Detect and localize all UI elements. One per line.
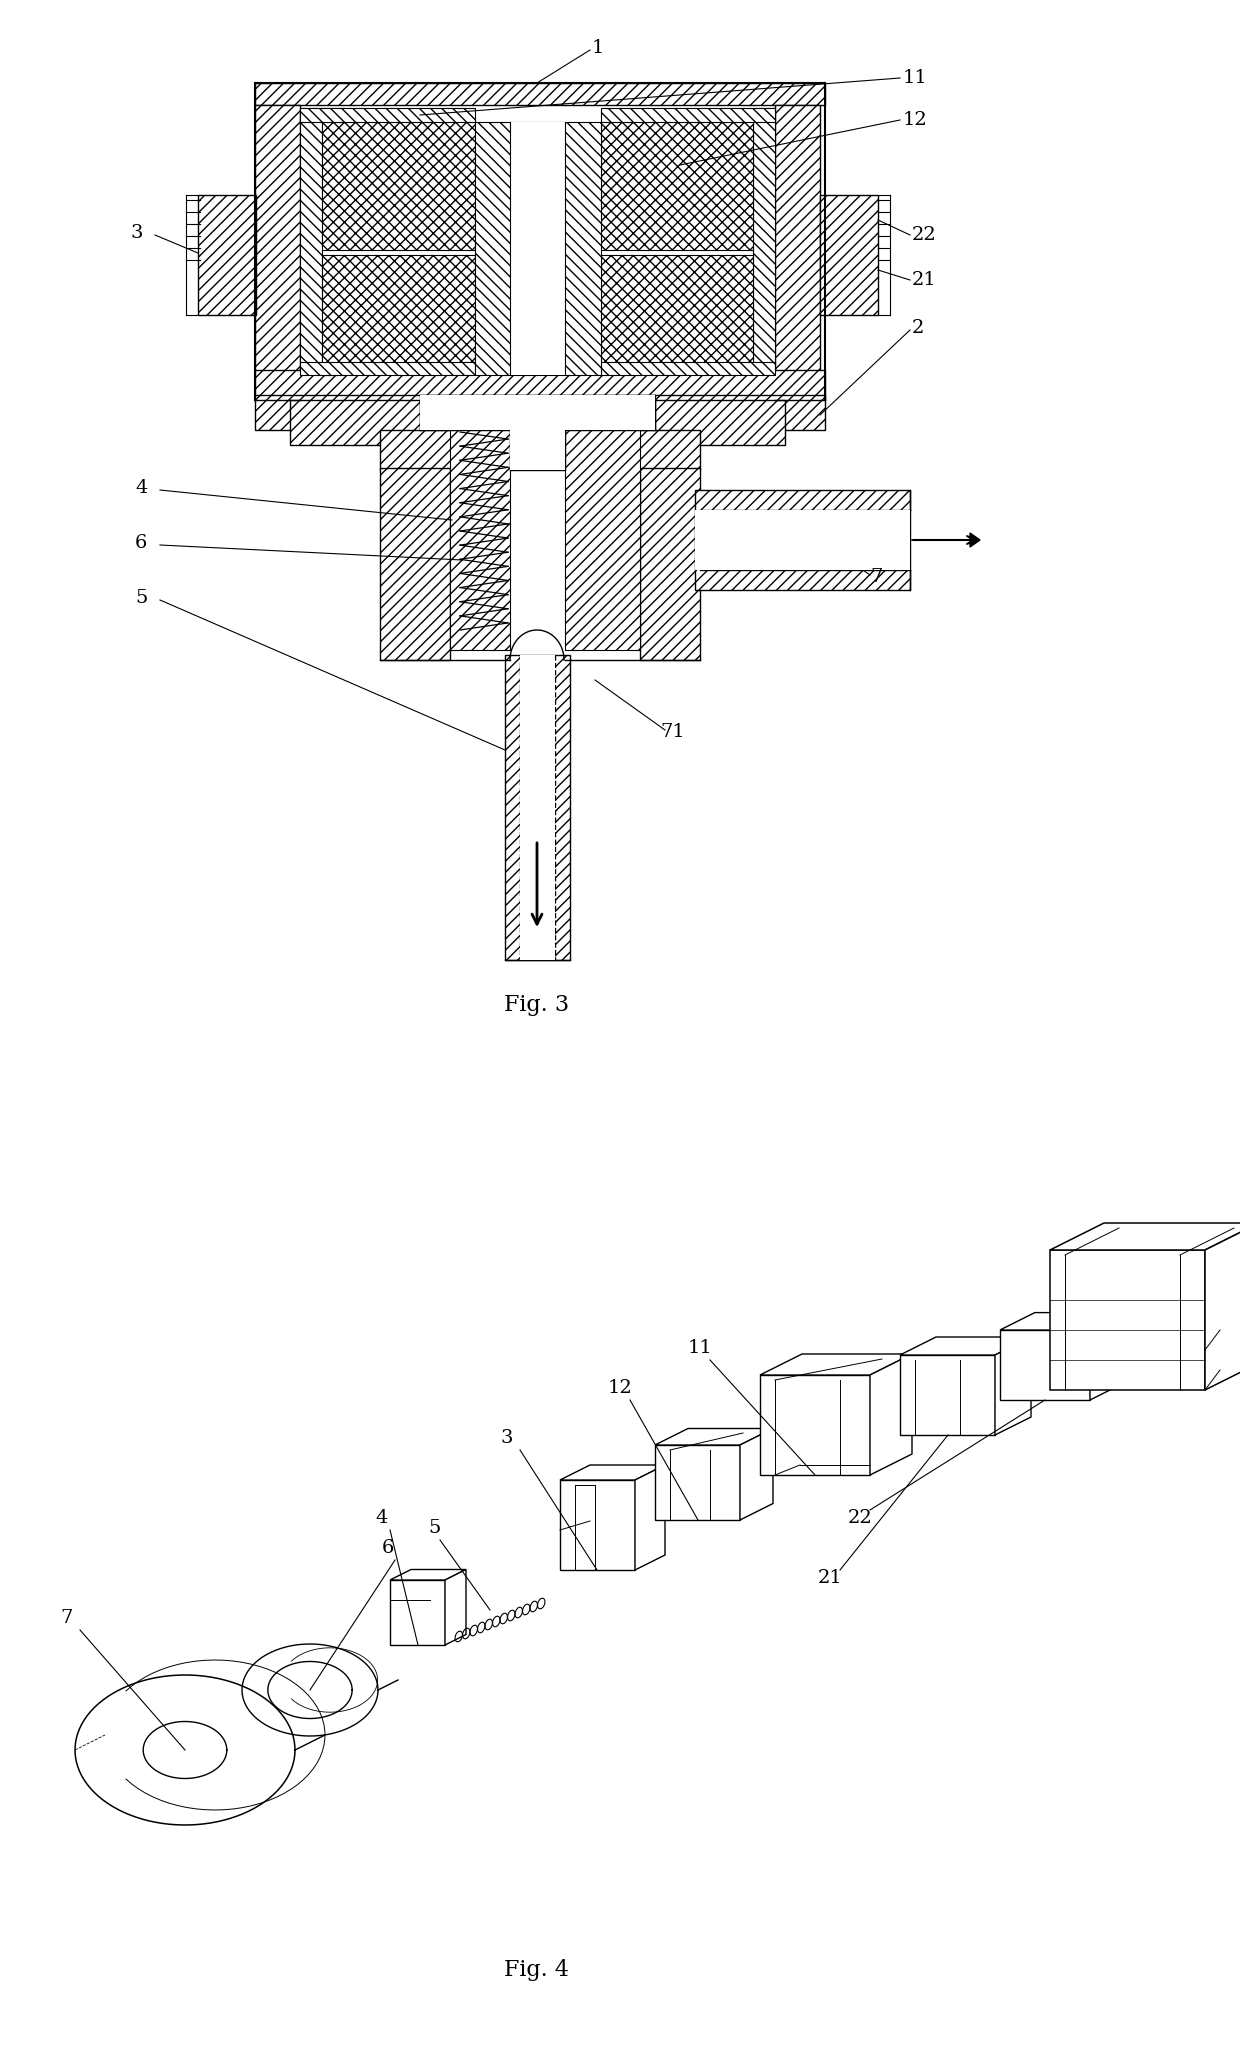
Bar	[775, 105, 820, 395]
Bar	[601, 254, 753, 370]
Polygon shape	[1205, 1223, 1240, 1390]
Text: 21: 21	[818, 1568, 843, 1587]
Bar	[300, 362, 475, 376]
Bar	[255, 395, 825, 430]
Bar	[520, 655, 556, 961]
Polygon shape	[391, 1580, 445, 1645]
Bar	[420, 395, 655, 430]
Bar	[379, 469, 450, 659]
Polygon shape	[970, 533, 980, 547]
Polygon shape	[760, 1353, 911, 1376]
Polygon shape	[655, 1428, 773, 1444]
Polygon shape	[391, 1570, 466, 1580]
Bar	[450, 430, 510, 651]
Bar	[198, 194, 255, 314]
Bar	[510, 122, 565, 376]
Polygon shape	[1050, 1223, 1240, 1250]
Bar	[565, 430, 640, 651]
Bar	[601, 107, 775, 122]
Bar	[300, 107, 475, 122]
Bar	[255, 105, 300, 395]
Polygon shape	[760, 1376, 870, 1475]
Bar	[290, 401, 420, 444]
Text: 12: 12	[903, 112, 928, 128]
Text: 6: 6	[382, 1539, 394, 1558]
Bar	[475, 122, 601, 376]
Polygon shape	[560, 1465, 665, 1479]
Polygon shape	[1090, 1312, 1125, 1401]
Polygon shape	[999, 1312, 1125, 1331]
Bar	[505, 655, 570, 961]
Polygon shape	[999, 1331, 1090, 1401]
Text: 3: 3	[130, 223, 143, 242]
Bar	[820, 194, 878, 314]
Polygon shape	[635, 1465, 665, 1570]
Polygon shape	[994, 1337, 1030, 1436]
Bar	[322, 366, 345, 376]
Text: Fig. 3: Fig. 3	[505, 994, 569, 1016]
Text: 7: 7	[60, 1609, 72, 1628]
Bar	[300, 107, 322, 372]
Text: 11: 11	[903, 68, 928, 87]
Text: 2: 2	[911, 318, 924, 337]
Bar	[255, 370, 825, 401]
Polygon shape	[740, 1428, 773, 1521]
Text: 4: 4	[135, 479, 148, 498]
Text: 22: 22	[911, 225, 936, 244]
Text: 22: 22	[848, 1508, 873, 1527]
Polygon shape	[655, 1444, 740, 1521]
Bar	[601, 362, 775, 376]
Text: 11: 11	[688, 1339, 713, 1357]
Text: 71: 71	[660, 723, 684, 742]
Text: 6: 6	[135, 533, 148, 552]
Polygon shape	[560, 1479, 635, 1570]
Text: 21: 21	[911, 271, 936, 289]
Polygon shape	[445, 1570, 466, 1645]
Bar	[601, 120, 753, 250]
Polygon shape	[870, 1353, 911, 1475]
Bar	[322, 120, 475, 250]
Bar	[694, 490, 910, 591]
Bar	[640, 469, 701, 659]
Polygon shape	[900, 1337, 1030, 1355]
Text: 12: 12	[608, 1378, 632, 1397]
Text: 5: 5	[428, 1519, 440, 1537]
Text: Fig. 4: Fig. 4	[505, 1959, 569, 1981]
Polygon shape	[900, 1355, 994, 1436]
Text: 4: 4	[374, 1508, 387, 1527]
Bar	[694, 510, 910, 570]
Bar	[753, 107, 775, 372]
Text: 1: 1	[591, 39, 604, 58]
Text: 7: 7	[870, 568, 883, 587]
Text: 5: 5	[135, 589, 148, 607]
Bar	[510, 430, 565, 469]
Bar	[322, 254, 475, 370]
Bar	[322, 107, 345, 122]
Polygon shape	[1050, 1250, 1205, 1390]
Bar	[379, 430, 701, 469]
Bar	[255, 83, 825, 105]
Text: 3: 3	[500, 1430, 512, 1446]
Bar	[655, 401, 785, 444]
